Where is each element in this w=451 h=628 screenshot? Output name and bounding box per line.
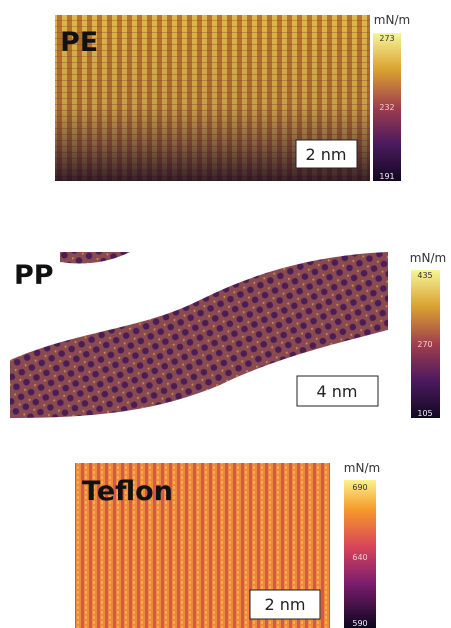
panel-label: PP <box>14 260 54 291</box>
panel-pe: PE 2 nm mN/m 273 232 191 <box>55 13 410 181</box>
colorbar-tick: 105 <box>417 409 432 418</box>
scale-bar-label: 2 nm <box>306 145 347 164</box>
colorbar-tick: 270 <box>417 340 432 349</box>
colorbar-tick: 191 <box>379 172 394 181</box>
colorbar-tick: 232 <box>379 103 394 112</box>
panel-label: PE <box>60 27 98 58</box>
panel-pp: PP 4 nm mN/m 435 270 105 <box>10 251 446 418</box>
colorbar-tick: 435 <box>417 271 432 280</box>
colorbar-tick: 640 <box>352 553 367 562</box>
colorbar-tick: 273 <box>379 34 394 43</box>
panel-label: Teflon <box>82 476 173 507</box>
colorbar-unit: mN/m <box>374 13 410 27</box>
panel-teflon: Teflon 2 nm mN/m 690 640 590 <box>75 461 380 628</box>
colorbar-unit: mN/m <box>344 461 380 475</box>
colorbar-unit: mN/m <box>410 251 446 265</box>
figure: PE 2 nm mN/m 273 232 191 PP 4 nm mN/m 43… <box>0 0 451 628</box>
colorbar-tick: 690 <box>352 483 367 492</box>
scale-bar-label: 2 nm <box>265 595 306 614</box>
scale-bar-label: 4 nm <box>317 382 358 401</box>
colorbar-tick: 590 <box>352 619 367 628</box>
